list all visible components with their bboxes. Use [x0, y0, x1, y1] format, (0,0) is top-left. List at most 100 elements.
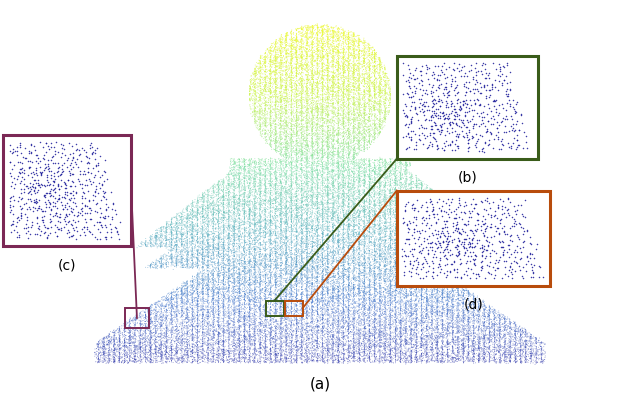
Point — [289, 145, 299, 151]
Point — [266, 272, 276, 278]
Point — [137, 336, 147, 343]
Point — [281, 69, 291, 76]
Point — [386, 219, 396, 225]
Point — [209, 349, 219, 356]
Point — [465, 252, 476, 259]
Point — [268, 229, 278, 235]
Point — [266, 112, 276, 119]
Point — [68, 149, 78, 156]
Point — [213, 256, 223, 262]
Point — [340, 286, 351, 293]
Point — [347, 205, 357, 211]
Point — [161, 227, 172, 234]
Point — [119, 333, 129, 339]
Point — [361, 251, 371, 257]
Point — [203, 240, 213, 246]
Point — [433, 263, 444, 270]
Point — [173, 299, 183, 305]
Point — [442, 201, 452, 208]
Point — [436, 279, 447, 286]
Point — [358, 254, 369, 260]
Point — [339, 317, 349, 324]
Point — [305, 239, 316, 245]
Point — [198, 349, 208, 355]
Point — [474, 301, 484, 308]
Point — [102, 349, 112, 355]
Point — [182, 218, 193, 224]
Point — [364, 63, 374, 69]
Point — [392, 202, 403, 209]
Point — [399, 179, 410, 185]
Point — [244, 215, 255, 221]
Point — [194, 320, 204, 327]
Point — [240, 189, 250, 196]
Point — [360, 165, 370, 171]
Point — [296, 100, 307, 106]
Point — [248, 75, 259, 81]
Point — [253, 242, 264, 248]
Point — [422, 209, 432, 215]
Point — [343, 189, 353, 195]
Point — [259, 108, 269, 115]
Point — [370, 125, 380, 131]
Point — [447, 205, 458, 212]
Point — [198, 249, 208, 255]
Point — [471, 345, 481, 352]
Point — [461, 296, 472, 303]
Point — [232, 318, 243, 325]
Point — [304, 280, 314, 287]
Point — [510, 347, 520, 354]
Point — [472, 306, 483, 313]
Point — [281, 320, 291, 326]
Point — [260, 319, 271, 326]
Point — [307, 274, 317, 280]
Point — [233, 200, 243, 206]
Point — [136, 344, 146, 351]
Point — [344, 282, 355, 288]
Point — [292, 133, 302, 139]
Point — [395, 214, 405, 221]
Point — [180, 291, 190, 297]
Point — [268, 197, 278, 204]
Point — [100, 350, 110, 357]
Point — [224, 226, 234, 233]
Point — [422, 359, 433, 365]
Point — [406, 262, 417, 268]
Point — [291, 135, 301, 142]
Point — [243, 173, 253, 179]
Point — [219, 340, 229, 346]
Point — [370, 203, 380, 209]
Point — [330, 70, 340, 77]
Point — [262, 189, 272, 195]
Point — [349, 181, 359, 187]
Point — [210, 285, 220, 292]
Point — [454, 214, 464, 220]
Point — [214, 355, 225, 361]
Point — [286, 74, 296, 81]
Point — [335, 115, 345, 121]
Point — [344, 299, 354, 306]
Point — [361, 61, 371, 67]
Point — [282, 33, 292, 39]
Point — [439, 349, 449, 355]
Point — [498, 328, 508, 335]
Point — [266, 260, 276, 267]
Point — [266, 228, 276, 234]
Point — [262, 165, 273, 172]
Point — [369, 198, 380, 204]
Point — [265, 338, 275, 344]
Point — [328, 141, 338, 147]
Point — [447, 211, 458, 218]
Point — [296, 251, 307, 257]
Point — [223, 285, 234, 291]
Point — [369, 176, 380, 183]
Point — [385, 318, 396, 324]
Point — [125, 343, 135, 349]
Point — [266, 299, 276, 306]
Point — [325, 328, 335, 335]
Point — [361, 44, 371, 50]
Point — [470, 252, 481, 258]
Point — [363, 248, 373, 254]
Point — [287, 251, 298, 257]
Point — [316, 305, 326, 312]
